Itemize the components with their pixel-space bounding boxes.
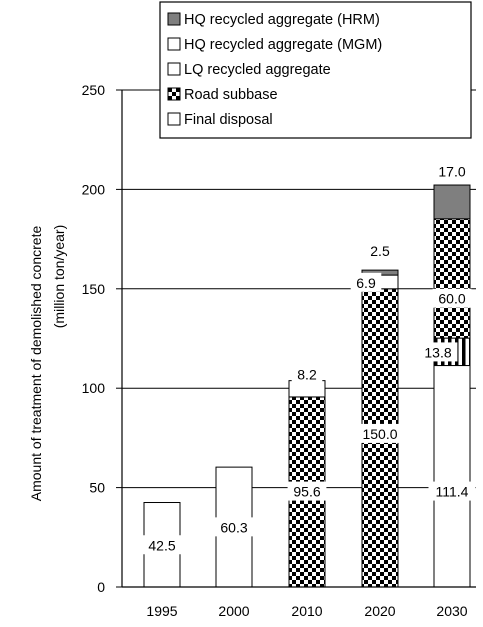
legend: HQ recycled aggregate (HRM) HQ recycled a… [159, 1, 472, 139]
legend-label-0: HQ recycled aggregate (HRM) [184, 12, 380, 28]
data-label-150.0: 150.0 [362, 426, 397, 442]
data-label-42.5: 42.5 [148, 537, 175, 553]
data-label-111.4: 111.4 [436, 484, 469, 500]
data-label-60.3: 60.3 [220, 519, 247, 535]
y-axis-unit: (million ton/year) [51, 225, 67, 328]
legend-box [159, 1, 472, 139]
bar-segment-2030-2 [433, 218, 471, 339]
data-label-2.5: 2.5 [370, 243, 390, 259]
data-label-bg-9 [432, 288, 472, 308]
legend-label-1: HQ recycled aggregate (MGM) [184, 37, 382, 53]
data-label-bg-4 [356, 423, 404, 443]
x-tick-label-1995: 1995 [146, 603, 177, 619]
legend-label-3: Road subbase [184, 87, 278, 103]
y-tick-label-200: 200 [82, 181, 106, 197]
legend-swatch-1 [167, 37, 181, 51]
y-tick-label-250: 250 [82, 82, 106, 98]
data-label-bg-10 [432, 161, 472, 181]
data-label-95.6: 95.6 [293, 484, 320, 500]
axis-titles: Amount of treatment of demolished concre… [28, 225, 67, 501]
data-label-bg-1 [214, 517, 254, 537]
data-label-bg-6 [364, 241, 396, 261]
data-label-17.0: 17.0 [438, 164, 465, 180]
axes [116, 89, 476, 588]
y-tick-label-0: 0 [97, 579, 105, 595]
bar-segment-2030-3 [433, 184, 471, 220]
x-tick-label-2030: 2030 [436, 603, 467, 619]
bar-segment-2030-0 [433, 365, 471, 588]
y-tick-label-50: 50 [89, 480, 105, 496]
data-label-bg-0 [142, 535, 182, 555]
bars [143, 184, 471, 588]
data-label-8.2: 8.2 [297, 366, 317, 382]
data-label-bg-3 [291, 364, 323, 384]
legend-swatch-2 [167, 62, 181, 76]
legend-label-4: Final disposal [184, 112, 273, 128]
data-label-bg-5 [350, 272, 382, 292]
x-tick-label-2010: 2010 [291, 603, 322, 619]
data-label-bg-8 [418, 342, 458, 362]
y-axis-title: Amount of treatment of demolished concre… [28, 226, 44, 502]
data-label-bg-2 [287, 481, 327, 501]
data-label-bg-7 [428, 481, 476, 501]
tick-labels: 0 50 100 150 200 250 1995 2000 2010 2020 2030 [82, 82, 468, 619]
data-label-6.9: 6.9 [356, 275, 376, 291]
data-label-13.8: 13.8 [424, 344, 451, 360]
data-labels: 42.5 60.3 95.6 8.2 150.0 6.9 2.5 111.4 13.8 60.0 1… [142, 161, 476, 555]
x-tick-label-2020: 2020 [364, 603, 395, 619]
data-label-60.0: 60.0 [438, 291, 465, 307]
y-tick-label-100: 100 [82, 380, 106, 396]
legend-label-2: LQ recycled aggregate [184, 62, 331, 78]
legend-swatch-4 [167, 112, 181, 126]
legend-swatch-3 [167, 87, 181, 101]
x-tick-label-2000: 2000 [218, 603, 249, 619]
legend-swatch-0 [167, 12, 181, 26]
y-tick-label-150: 150 [82, 281, 106, 297]
